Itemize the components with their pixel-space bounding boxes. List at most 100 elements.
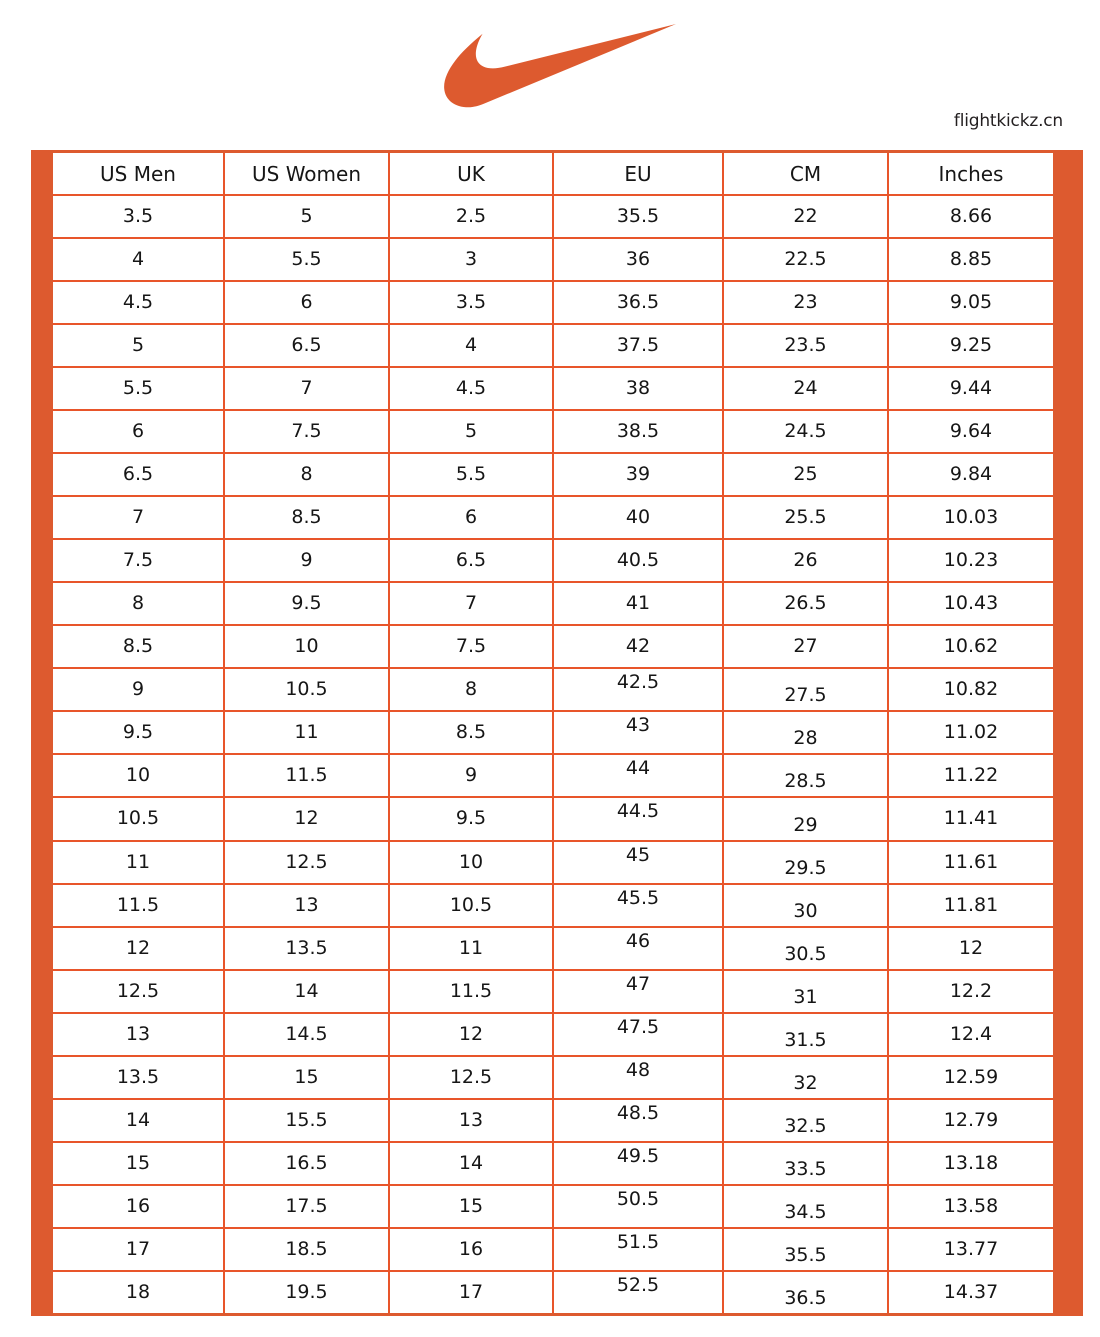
cell-us-men: 15: [53, 1142, 225, 1184]
cell-us-women: 14.5: [225, 1013, 390, 1055]
cell-us-men: 3.5: [53, 196, 225, 238]
nike-swoosh-icon: [444, 24, 676, 108]
cell-cm: 36.5: [724, 1271, 889, 1313]
cell-cm: 28: [724, 712, 889, 754]
size-chart-grid: US Men US Women UK EU CM Inches 3.5 5 2.5 35.5 22 8…: [53, 150, 1053, 1316]
cell-inches: 12.79: [943, 1108, 999, 1131]
cell-uk: 6.5: [390, 540, 554, 582]
cell-uk: 14: [390, 1142, 554, 1184]
cell-uk: 11: [390, 927, 554, 969]
table-row: 14 15.5 13 48.5 32.5 12.79: [53, 1099, 1053, 1143]
cell-cm: 25: [724, 454, 889, 496]
table-row: 13 14.5 12 47.5 31.5 12.4: [53, 1013, 1053, 1057]
cell-us-women: 7.5: [225, 411, 390, 453]
cell-uk: 17: [390, 1271, 554, 1313]
cell-inches: 10.62: [943, 635, 999, 658]
table-row: 10 11.5 9 44 28.5 11.22: [53, 755, 1053, 799]
cell-us-men: 4.5: [53, 282, 225, 324]
cell-us-men: 16: [53, 1185, 225, 1227]
cell-eu: 50.5: [554, 1185, 724, 1227]
table-row: 6.5 8 5.5 39 25 9.84: [53, 454, 1053, 498]
cell-eu: 42.5: [554, 669, 724, 711]
cell-cm: 30.5: [724, 927, 889, 969]
table-row: 5 6.5 4 37.5 23.5 9.25: [53, 325, 1053, 369]
column-header-uk: UK: [390, 153, 554, 195]
cell-eu: 40: [554, 497, 724, 539]
cell-eu: 41: [554, 583, 724, 625]
cell-cm: 22.5: [724, 239, 889, 281]
cell-eu: 43: [554, 712, 724, 754]
column-header-us-women: US Women: [225, 153, 390, 195]
cell-us-men: 6.5: [53, 454, 225, 496]
cell-inches: 13.58: [943, 1194, 999, 1217]
watermark-text: flightkickz.cn: [953, 111, 1063, 131]
table-row: 15 16.5 14 49.5 33.5 13.18: [53, 1142, 1053, 1186]
cell-cm: 27: [724, 626, 889, 668]
cell-us-men: 8: [53, 583, 225, 625]
cell-eu: 47: [554, 970, 724, 1012]
right-accent-bar: [1053, 150, 1083, 1316]
table-row: 12 13.5 11 46 30.5 12: [53, 927, 1053, 971]
cell-eu: 44.5: [554, 798, 724, 840]
cell-cm: 29.5: [724, 841, 889, 883]
cell-cm: 26.5: [724, 583, 889, 625]
cell-cm: 32.5: [724, 1099, 889, 1141]
cell-us-men: 11.5: [53, 884, 225, 926]
cell-cm: 33.5: [724, 1142, 889, 1184]
table-row: 18 19.5 17 52.5 36.5 14.37: [53, 1271, 1053, 1313]
cell-us-men: 10.5: [53, 798, 225, 840]
cell-us-men: 13.5: [53, 1056, 225, 1098]
column-header-inches: Inches: [938, 161, 1004, 186]
table-row: 16 17.5 15 50.5 34.5 13.58: [53, 1185, 1053, 1229]
cell-eu: 42: [554, 626, 724, 668]
cell-us-women: 10: [225, 626, 390, 668]
cell-eu: 51.5: [554, 1228, 724, 1270]
cell-uk: 4.5: [390, 368, 554, 410]
column-header-eu: EU: [554, 153, 724, 195]
table-row: 17 18.5 16 51.5 35.5 13.77: [53, 1228, 1053, 1272]
cell-us-men: 7.5: [53, 540, 225, 582]
cell-us-women: 15.5: [225, 1099, 390, 1141]
cell-uk: 8.5: [390, 712, 554, 754]
cell-inches: 11.81: [943, 893, 999, 916]
cell-us-men: 9.5: [53, 712, 225, 754]
cell-us-women: 17.5: [225, 1185, 390, 1227]
cell-uk: 5.5: [390, 454, 554, 496]
cell-cm: 24.5: [724, 411, 889, 453]
cell-us-men: 10: [53, 755, 225, 797]
cell-us-women: 12: [225, 798, 390, 840]
cell-uk: 9.5: [390, 798, 554, 840]
cell-uk: 10.5: [390, 884, 554, 926]
table-row: 7.5 9 6.5 40.5 26 10.23: [53, 540, 1053, 584]
cell-us-men: 5.5: [53, 368, 225, 410]
cell-uk: 13: [390, 1099, 554, 1141]
cell-eu: 35.5: [554, 196, 724, 238]
cell-us-men: 6: [53, 411, 225, 453]
column-header-cm: CM: [724, 153, 889, 195]
table-row: 8.5 10 7.5 42 27 10.62: [53, 626, 1053, 670]
table-row: 13.5 15 12.5 48 32 12.59: [53, 1056, 1053, 1100]
cell-uk: 3: [390, 239, 554, 281]
cell-us-men: 5: [53, 325, 225, 367]
cell-us-women: 14: [225, 970, 390, 1012]
cell-uk: 3.5: [390, 282, 554, 324]
cell-uk: 12: [390, 1013, 554, 1055]
cell-eu: 38.5: [554, 411, 724, 453]
cell-us-women: 11.5: [225, 755, 390, 797]
cell-inches: 11.61: [943, 850, 999, 873]
table-row: 3.5 5 2.5 35.5 22 8.66: [53, 196, 1053, 240]
table-row: 7 8.5 6 40 25.5 10.03: [53, 497, 1053, 541]
cell-us-men: 4: [53, 239, 225, 281]
cell-uk: 9: [390, 755, 554, 797]
cell-eu: 36.5: [554, 282, 724, 324]
cell-cm: 28.5: [724, 755, 889, 797]
cell-uk: 7: [390, 583, 554, 625]
table-row: 8 9.5 7 41 26.5 10.43: [53, 583, 1053, 627]
cell-uk: 15: [390, 1185, 554, 1227]
cell-us-women: 6: [225, 282, 390, 324]
cell-cm: 32: [724, 1056, 889, 1098]
cell-us-women: 11: [225, 712, 390, 754]
cell-inches: 8.85: [949, 248, 993, 271]
cell-inches: 13.77: [943, 1237, 999, 1260]
